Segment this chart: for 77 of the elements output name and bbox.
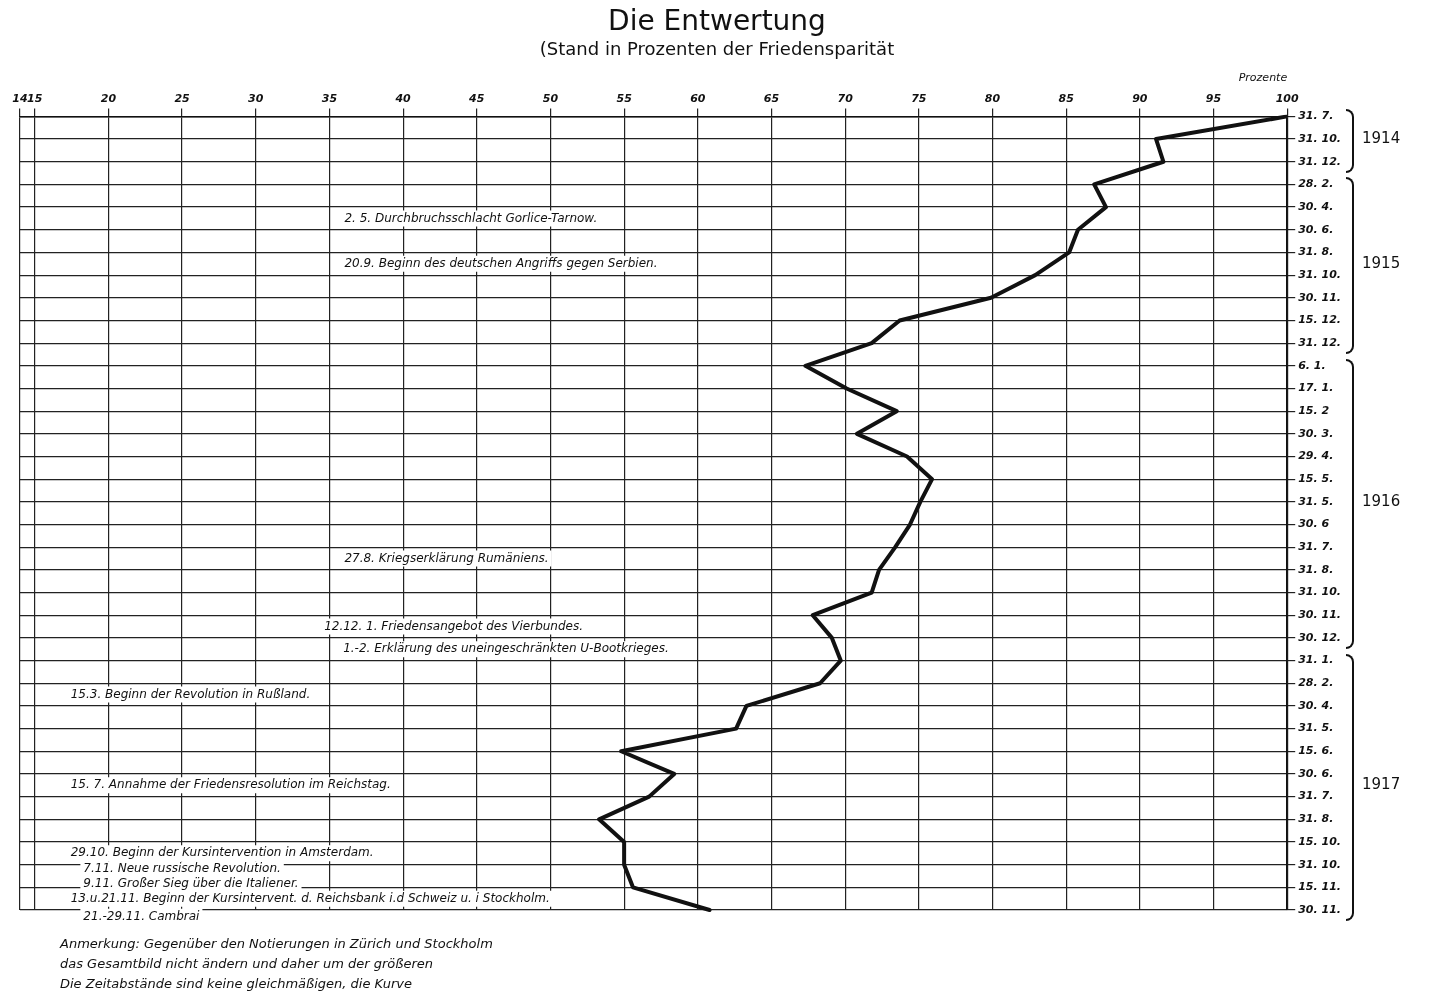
y-tick-label: 30. 6 (1298, 517, 1330, 531)
chart-title: Die Entwertung (607, 4, 827, 37)
y-tick-label: 31. 10. (1298, 857, 1342, 871)
y-tick-label: 31. 8. (1298, 562, 1334, 576)
text: 1916 (1362, 491, 1401, 510)
x-tick-label: 60 (690, 91, 706, 105)
y-tick-label: 15. 2 (1298, 404, 1330, 418)
y-tick-label: 29. 4. (1298, 449, 1334, 463)
annotation: 15.3. Beginn der Revolution in Rußland. (70, 686, 311, 701)
y-tick-label: 31. 12. (1298, 154, 1342, 168)
y-tick-label: 31. 7. (1298, 789, 1334, 803)
y-tick-label: 30. 3. (1298, 426, 1334, 440)
x-axis-title: Prozente (1238, 71, 1288, 85)
text: Die Zeitabstände sind keine gleichmäßigen, die Kurve (60, 975, 414, 993)
annotation: 27.8. Kriegserklärung Rumäniens. (344, 550, 549, 565)
x-tick-label: 50 (542, 91, 559, 105)
text: Anmerkung: Gegenüber den Notierungen in Zürich und Stockholm (60, 935, 493, 953)
y-tick-label: 31. 5. (1298, 721, 1334, 735)
text: 1917 (1362, 775, 1401, 794)
y-tick-label: 15. 5. (1298, 472, 1334, 486)
y-tick-label: 17. 1. (1298, 381, 1334, 395)
y-tick-label: 30. 12. (1298, 630, 1342, 644)
y-tick-label: 30. 11. (1298, 290, 1342, 304)
y-tick-label: 31. 10. (1298, 131, 1342, 145)
annotation: 13.u.21.11. Beginn der Kursintervent. d. Reichsbank i.d Schweiz u. i Stockholm. (70, 890, 550, 905)
x-tick-label: 40 (394, 91, 412, 105)
annotation: 1.-2. Erklärung des uneingeschränkten U-Bootkrieges. (343, 641, 669, 656)
annotation: 2. 5. Durchbruchsschlacht Gorlice-Tarnow. (344, 210, 598, 225)
y-tick-label: 15. 6. (1298, 744, 1334, 758)
annotation: 15. 7. Annahme der Friedensresolution im Reichstag. (70, 777, 391, 792)
y-tick-label: 31. 1. (1298, 653, 1334, 667)
y-tick-label: 30. 4. (1298, 199, 1334, 213)
annotation: 20.9. Beginn des deutschen Angriffs gegen Serbien. (344, 255, 658, 270)
y-tick-label: 31. 8. (1298, 245, 1334, 259)
x-tick-label: 45 (468, 91, 485, 105)
annotation: 21.-29.11. Cambrai (83, 908, 201, 923)
x-tick-label: 25 (174, 91, 191, 105)
y-tick-label: 30. 11. (1298, 902, 1342, 916)
y-tick-label: 30. 6. (1298, 222, 1334, 236)
y-tick-label: 28. 2. (1298, 676, 1334, 690)
y-tick-label: 15. 11. (1298, 880, 1342, 894)
chart-subtitle: (Stand in Prozenten der Friedensparität (538, 38, 896, 59)
y-tick-label: 30. 11. (1298, 608, 1342, 622)
annotation: 29.10. Beginn der Kursintervention in Amsterdam. (70, 845, 374, 860)
x-tick-label: 85 (1058, 91, 1075, 105)
y-tick-label: 31. 7. (1298, 109, 1334, 123)
x-tick-label: 55 (616, 91, 633, 105)
x-tick-label: 35 (321, 91, 338, 105)
x-tick-label: 95 (1205, 91, 1222, 105)
y-tick-label: 6. 1. (1298, 358, 1326, 372)
text: 1914 (1362, 129, 1401, 148)
x-tick-label: 90 (1132, 91, 1148, 105)
x-tick-label: 14 (12, 91, 28, 105)
y-tick-label: 15. 10. (1298, 834, 1342, 848)
annotation: 7.11. Neue russische Revolution. (83, 861, 281, 876)
annotation: 9.11. Großer Sieg über die Italiener. (83, 876, 299, 891)
y-tick-label: 15. 12. (1298, 313, 1342, 327)
y-tick-label: 31. 8. (1298, 812, 1334, 826)
y-tick-label: 31. 10. (1298, 267, 1342, 281)
y-tick-label: 30. 4. (1298, 698, 1334, 712)
y-tick-label: 31. 10. (1298, 585, 1342, 599)
text: das Gesamtbild nicht ändern und daher um der größeren (60, 955, 435, 973)
x-tick-label: 100 (1275, 91, 1300, 105)
x-tick-label: 80 (984, 91, 1001, 105)
y-tick-label: 31. 12. (1298, 336, 1342, 349)
x-tick-label: 30 (248, 91, 264, 105)
text: 1915 (1362, 253, 1401, 272)
x-tick-label: 75 (911, 91, 927, 105)
y-tick-label: 28. 2. (1298, 177, 1334, 191)
x-tick-label: 15 (27, 91, 43, 105)
y-tick-label: 31. 5. (1298, 494, 1334, 508)
annotation: 12.12. 1. Friedensangebot des Vierbundes. (324, 618, 584, 633)
x-tick-label: 70 (837, 91, 854, 105)
x-tick-label: 20 (100, 91, 117, 105)
y-tick-label: 30. 6. (1298, 766, 1334, 780)
x-tick-label: 65 (763, 91, 780, 105)
y-tick-label: 31. 7. (1298, 540, 1334, 554)
